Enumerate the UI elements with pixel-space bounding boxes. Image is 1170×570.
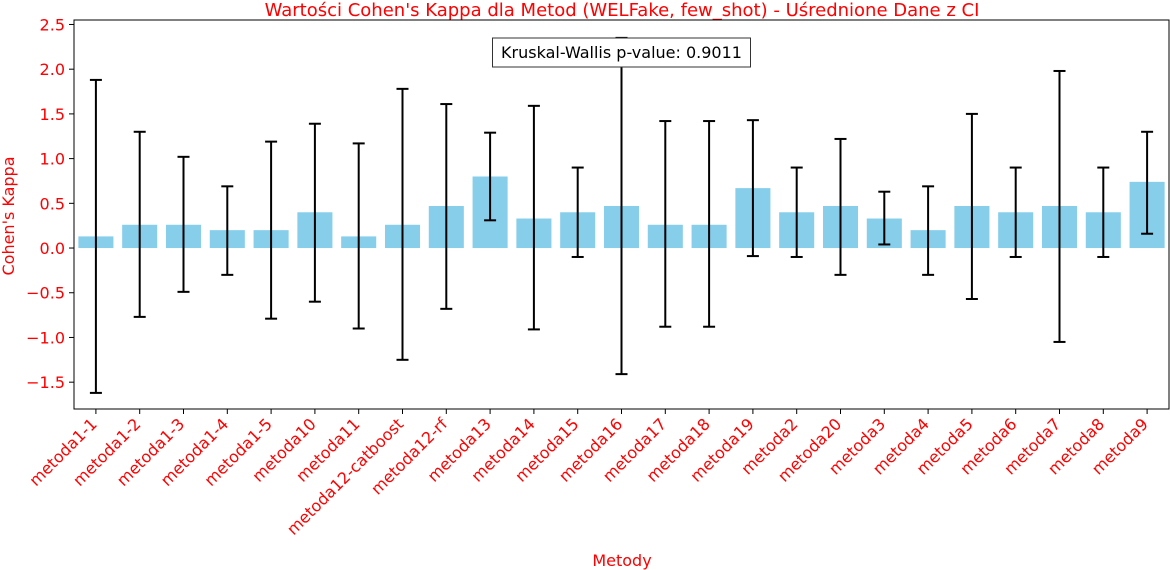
y-tick-label: −1.0 [26,328,65,347]
y-axis: −1.5 −1.0 −0.5 0.0 0.5 1.0 1.5 2.0 2.5 [26,15,74,392]
y-axis-label: Cohen's Kappa [0,156,18,275]
error-bars-layer [89,36,1154,394]
y-tick-label: 0.0 [40,239,65,258]
annotation-text: Kruskal-Wallis p-value: 0.9011 [501,43,742,62]
y-tick-label: −1.5 [26,373,65,392]
y-tick-label: 1.5 [40,105,65,124]
x-axis: metoda1-1metoda1-2metoda1-3metoda1-4meto… [25,409,1152,539]
x-axis-label: Metody [592,551,651,570]
y-tick-label: 1.0 [40,150,65,169]
y-tick-label: 2.5 [40,15,65,34]
annotation-box [492,37,751,68]
y-tick-label: −0.5 [26,284,65,303]
y-tick-label: 0.5 [40,194,65,213]
chart-title: Wartości Cohen's Kappa dla Metod (WELFak… [265,0,980,21]
p-value-annotation: Kruskal-Wallis p-value: 0.9011 [492,37,751,68]
y-tick-label: 2.0 [40,60,65,79]
